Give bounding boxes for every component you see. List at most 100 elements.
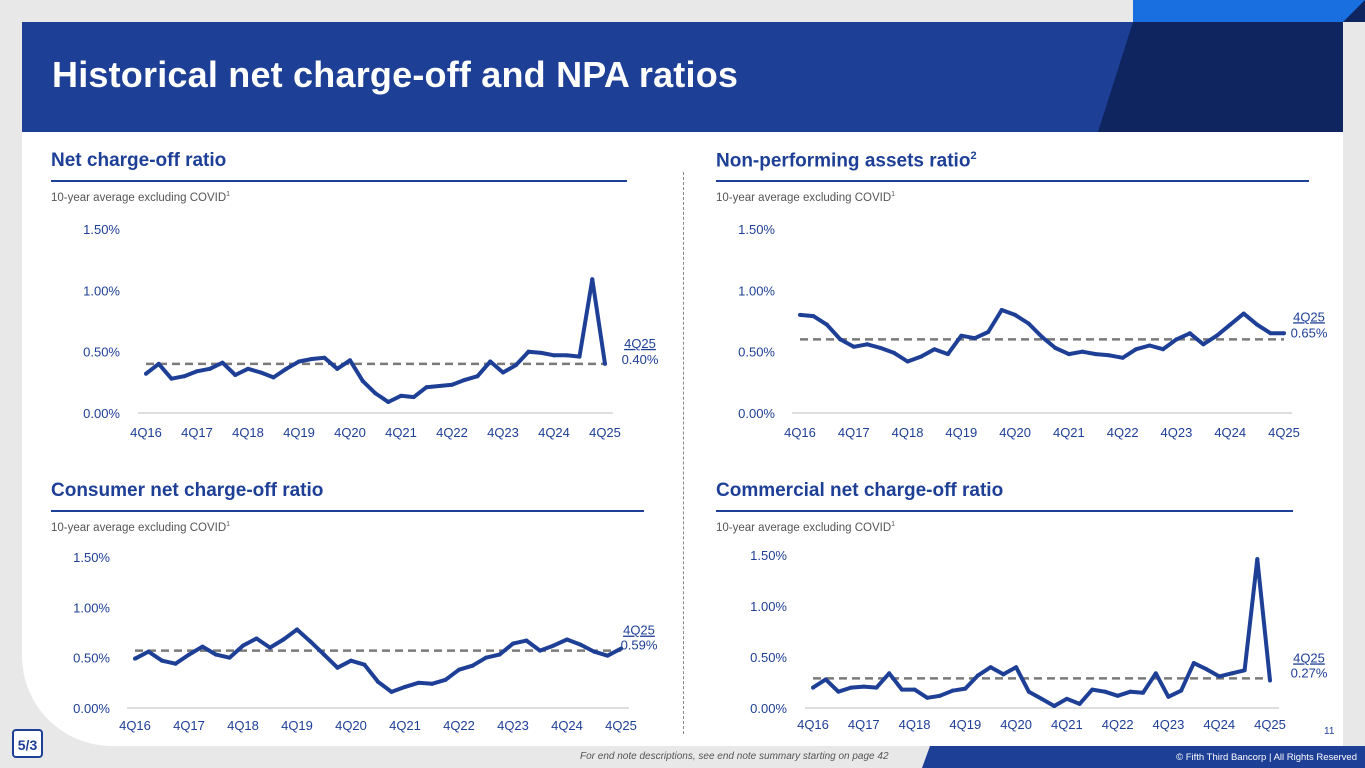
data-point	[1161, 347, 1165, 352]
data-point	[160, 658, 164, 663]
data-point	[1090, 687, 1095, 692]
last-value-label: 0.27%	[1291, 665, 1328, 680]
data-point	[200, 644, 205, 649]
y-tick-label: 1.00%	[73, 600, 110, 615]
data-point	[887, 671, 892, 676]
data-point	[437, 384, 442, 389]
y-tick-label: 1.00%	[83, 283, 120, 298]
data-point	[1001, 672, 1006, 677]
data-point	[322, 652, 326, 657]
data-point	[246, 366, 250, 371]
data-point	[501, 370, 505, 375]
data-point	[1241, 311, 1246, 316]
data-point	[214, 652, 218, 657]
x-tick-label: 4Q17	[173, 718, 205, 733]
data-point	[811, 314, 816, 319]
data-point	[1255, 557, 1260, 562]
data-point	[905, 359, 910, 364]
data-point	[335, 665, 340, 670]
data-point	[295, 627, 299, 632]
data-point	[976, 673, 981, 678]
data-point	[1053, 345, 1058, 350]
x-tick-label: 4Q23	[487, 425, 519, 440]
x-tick-label: 4Q21	[389, 718, 421, 733]
x-tick-label: 4Q25	[1254, 717, 1286, 732]
chart-title-commercial: Commercial net charge-off ratio	[716, 480, 1004, 501]
last-period-label: 4Q25	[624, 336, 656, 351]
y-tick-label: 0.50%	[83, 345, 120, 360]
data-point	[603, 361, 607, 366]
data-point	[389, 689, 394, 694]
data-point	[865, 342, 870, 347]
data-point	[1013, 312, 1018, 317]
data-point	[836, 689, 841, 694]
series-line	[811, 557, 1272, 708]
x-tick-label: 4Q21	[385, 425, 417, 440]
data-point	[386, 399, 391, 404]
x-tick-label: 4Q17	[838, 425, 870, 440]
last-value-label: 0.65%	[1291, 325, 1328, 340]
x-tick-label: 4Q17	[848, 717, 880, 732]
data-point	[233, 372, 238, 377]
data-point	[450, 382, 454, 387]
y-tick-label: 0.50%	[738, 345, 775, 360]
y-tick-label: 1.00%	[738, 283, 775, 298]
last-value-label: 0.40%	[622, 352, 659, 367]
data-point	[526, 349, 531, 354]
data-point	[1229, 671, 1234, 676]
data-point	[1052, 703, 1057, 708]
data-point	[470, 663, 475, 668]
data-point	[605, 653, 610, 658]
x-tick-label: 4Q23	[1153, 717, 1185, 732]
chart-note: 10-year average excluding COVID1	[51, 521, 231, 534]
data-point	[144, 371, 148, 376]
x-tick-label: 4Q22	[1102, 717, 1134, 732]
chart-rule	[51, 180, 627, 182]
data-point	[849, 685, 854, 690]
chart-note: 10-year average excluding COVID1	[51, 191, 231, 204]
data-point	[156, 361, 161, 366]
data-point	[220, 360, 225, 365]
data-point	[874, 685, 879, 690]
data-point	[182, 374, 187, 379]
x-tick-label: 4Q20	[335, 718, 367, 733]
data-point	[1255, 322, 1260, 327]
x-tick-label: 4Q19	[949, 717, 981, 732]
x-tick-label: 4Q19	[945, 425, 977, 440]
data-point	[457, 667, 461, 672]
x-tick-label: 4Q25	[1268, 425, 1300, 440]
data-point	[919, 354, 923, 359]
data-point	[972, 336, 977, 341]
data-point	[1066, 352, 1071, 357]
data-point	[1147, 343, 1152, 348]
x-tick-label: 4Q24	[1214, 425, 1246, 440]
data-point	[988, 665, 993, 670]
data-point	[945, 352, 950, 357]
data-point	[1228, 322, 1233, 327]
data-point	[241, 643, 245, 648]
data-point	[488, 359, 493, 364]
column-divider	[683, 172, 684, 734]
data-point	[207, 366, 212, 371]
data-point	[146, 649, 151, 654]
y-tick-label: 0.00%	[73, 701, 110, 716]
page-title: Historical net charge-off and NPA ratios	[52, 54, 739, 95]
data-point	[959, 333, 964, 338]
last-period-label: 4Q25	[1293, 650, 1325, 665]
data-point	[195, 369, 199, 374]
data-point	[362, 662, 367, 667]
data-point	[309, 357, 314, 362]
data-point	[360, 379, 365, 384]
footer-bar	[930, 746, 1365, 768]
chart-note: 10-year average excluding COVID1	[716, 191, 896, 204]
data-point	[297, 359, 301, 364]
x-tick-label: 4Q16	[130, 425, 162, 440]
data-point	[416, 680, 421, 685]
data-point	[1014, 665, 1019, 670]
data-point	[335, 366, 340, 371]
data-point	[133, 656, 137, 661]
data-point	[169, 376, 174, 381]
x-tick-label: 4Q24	[1203, 717, 1235, 732]
